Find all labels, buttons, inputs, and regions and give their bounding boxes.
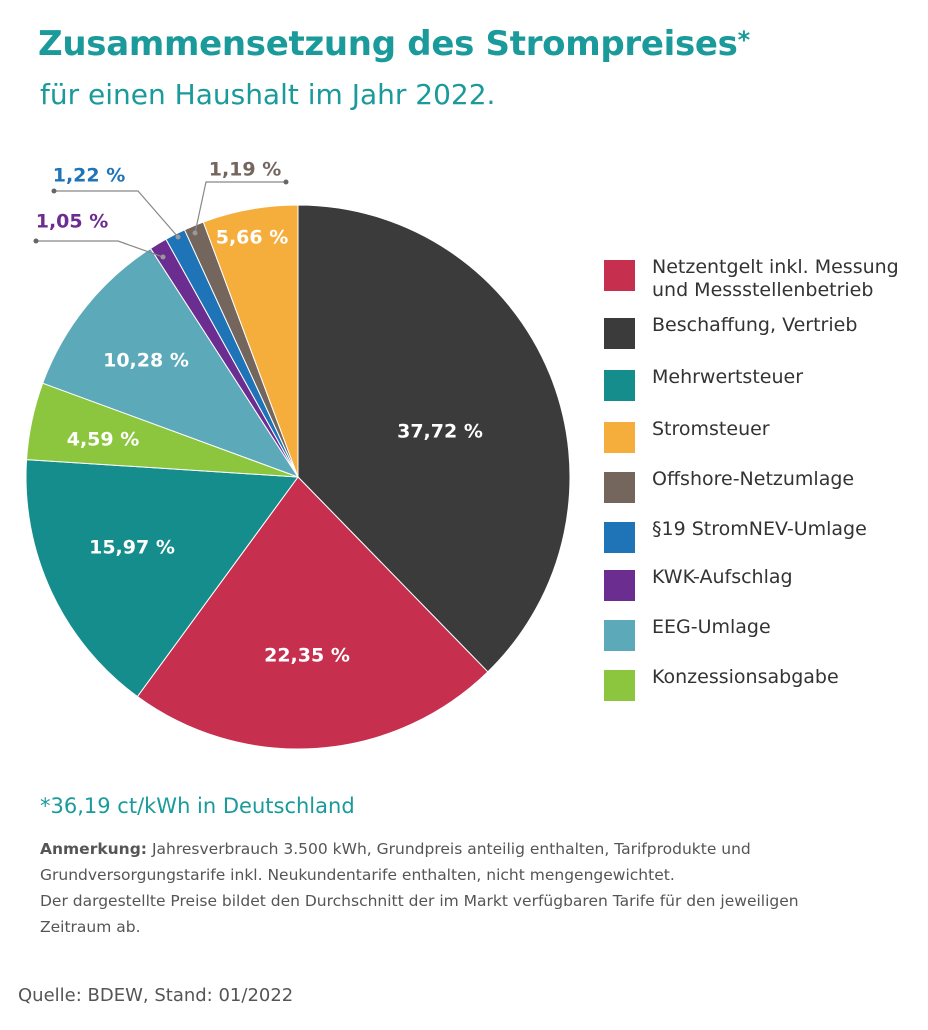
slice-label-offshore-netzumlage: 1,19 %: [209, 159, 282, 181]
leader-line-19-stromnev-umlage: [54, 190, 179, 238]
legend-swatch: [604, 318, 635, 349]
leader-dot-kwk-aufschlag: [33, 238, 39, 244]
slice-label-konzessionsabgabe: 4,59 %: [67, 429, 140, 451]
pie-slices: [25, 204, 571, 750]
leader-end-offshore-netzumlage: [192, 230, 198, 236]
leader-line-offshore-netzumlage: [194, 181, 286, 234]
legend-label: Netzentgelt inkl. Messung und Messstelle…: [652, 256, 899, 301]
legend-swatch: [604, 620, 635, 651]
legend-swatch: [604, 670, 635, 701]
legend-label: Offshore-Netzumlage: [652, 468, 855, 490]
note: Anmerkung: Jahresverbrauch 3.500 kWh, Gr…: [40, 836, 820, 940]
leader-dot-19-stromnev-umlage: [51, 188, 57, 194]
pie-slice-mehrwertsteuer: [25, 459, 299, 698]
legend-label: Mehrwertsteuer: [652, 366, 804, 388]
slice-label-stromsteuer: 5,66 %: [216, 227, 289, 249]
legend-label: Stromsteuer: [652, 418, 770, 440]
leader-line-kwk-aufschlag: [36, 240, 164, 258]
legend-label: §19 StromNEV-Umlage: [652, 518, 867, 540]
note-line2: Der dargestellte Preise bildet den Durch…: [40, 892, 799, 936]
slice-label-mehrwertsteuer: 15,97 %: [89, 537, 175, 559]
slice-label-netzentgelt-inkl-messung-und-messstellenbetrieb: 22,35 %: [264, 645, 350, 667]
pie-chart: 37,72 % 22,35 % 15,97 % 4,59 % 10,28 % 1,05 %…: [25, 159, 571, 750]
source: Quelle: BDEW, Stand: 01/2022: [18, 985, 294, 1006]
legend-swatch: [604, 522, 635, 553]
note-label: Anmerkung:: [40, 840, 148, 858]
slice-label-eeg-umlage: 10,28 %: [103, 350, 189, 372]
pie-slice-eeg-umlage: [42, 247, 300, 478]
chart-title-text: Zusammensetzung des Strompreises: [38, 24, 738, 64]
legend-label: Beschaffung, Vertrieb: [652, 314, 858, 336]
slice-labels: 37,72 % 22,35 % 15,97 % 4,59 % 10,28 % 1,05 %…: [36, 159, 483, 667]
chart-title: Zusammensetzung des Strompreises*: [38, 24, 750, 64]
pie-slice-stromsteuer: [202, 204, 299, 478]
legend-swatch: [604, 570, 635, 601]
legend-label: Konzessionsabgabe: [652, 666, 839, 688]
legend-swatch: [604, 370, 635, 401]
legend-swatch: [604, 260, 635, 291]
slice-label-kwk-aufschlag: 1,05 %: [36, 211, 109, 233]
slice-label-19-stromnev-umlage: 1,22 %: [53, 165, 126, 187]
chart-subtitle: für einen Haushalt im Jahr 2022.: [40, 78, 496, 111]
slice-label-beschaffung-vertrieb: 37,72 %: [397, 421, 483, 443]
pie-slice-netzentgelt-inkl-messung-und-messstellenbetrieb: [136, 476, 489, 750]
note-line1: Jahresverbrauch 3.500 kWh, Grundpreis an…: [40, 840, 751, 884]
title-footnote-mark: *: [737, 26, 751, 54]
footnote: *36,19 ct/kWh in Deutschland: [40, 794, 355, 818]
leader-dot-offshore-netzumlage: [283, 179, 289, 185]
leader-end-kwk-aufschlag: [160, 254, 166, 260]
legend-swatch: [604, 472, 635, 503]
leader-lines: [33, 179, 289, 260]
legend-label: KWK-Aufschlag: [652, 566, 793, 588]
legend-label: EEG-Umlage: [652, 616, 771, 638]
legend-swatch: [604, 422, 635, 453]
pie-slice-beschaffung-vertrieb: [297, 204, 571, 673]
leader-end-19-stromnev-umlage: [175, 234, 181, 240]
